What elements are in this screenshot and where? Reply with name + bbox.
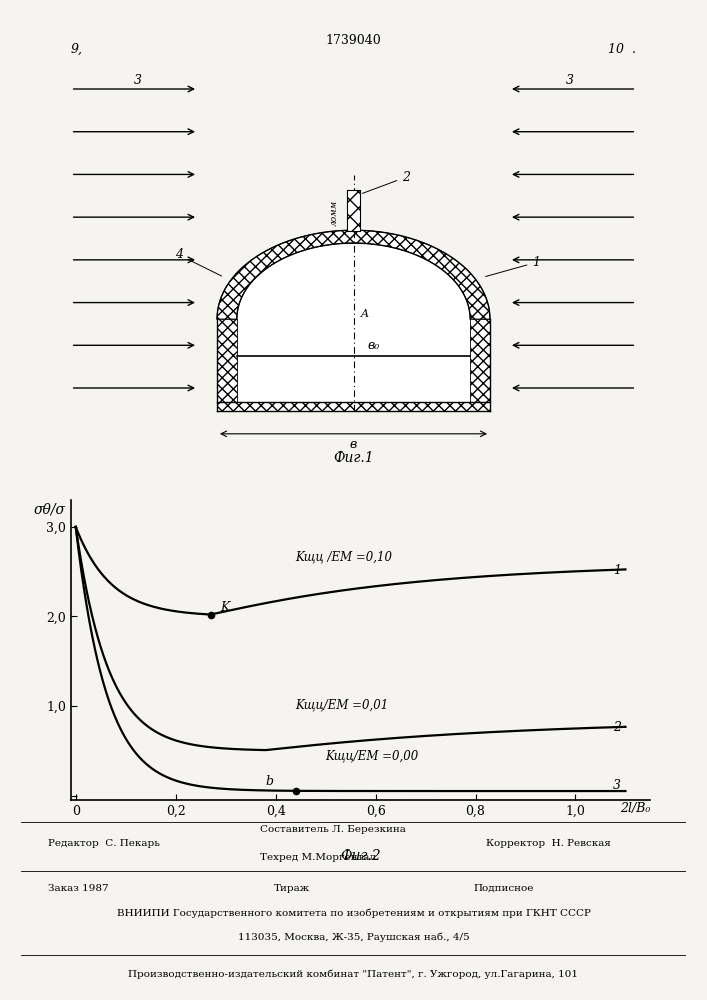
Text: Редактор  С. Пекарь: Редактор С. Пекарь bbox=[48, 838, 160, 848]
Text: 1739040: 1739040 bbox=[326, 34, 381, 47]
Text: 3: 3 bbox=[613, 779, 621, 792]
Polygon shape bbox=[237, 243, 470, 402]
Text: 4: 4 bbox=[175, 248, 221, 276]
Text: 2: 2 bbox=[363, 171, 410, 193]
Text: Техред М.Моргентал: Техред М.Моргентал bbox=[260, 852, 376, 861]
Text: b: b bbox=[266, 775, 274, 788]
Text: 2: 2 bbox=[613, 721, 621, 734]
Text: Корректор  Н. Ревская: Корректор Н. Ревская bbox=[486, 838, 612, 848]
Polygon shape bbox=[217, 230, 490, 319]
Text: σθ/σ: σθ/σ bbox=[33, 502, 65, 516]
Text: ВНИИПИ Государственного комитета по изобретениям и открытиям при ГКНТ СССР: ВНИИПИ Государственного комитета по изоб… bbox=[117, 908, 590, 918]
Text: K: K bbox=[221, 601, 230, 614]
Text: Подписное: Подписное bbox=[473, 884, 534, 893]
Text: Kщц/EМ =0,00: Kщц/EМ =0,00 bbox=[326, 750, 419, 763]
Text: Kщц /EМ =0,10: Kщц /EМ =0,10 bbox=[296, 551, 392, 564]
Text: ломм: ломм bbox=[330, 199, 339, 226]
Polygon shape bbox=[217, 319, 237, 402]
Text: 2l/B₀: 2l/B₀ bbox=[621, 802, 651, 815]
Text: Kщц/EМ =0,01: Kщц/EМ =0,01 bbox=[296, 699, 389, 712]
Text: A: A bbox=[361, 309, 368, 319]
Text: 1: 1 bbox=[613, 564, 621, 577]
Text: в₀: в₀ bbox=[368, 339, 380, 352]
Text: 1: 1 bbox=[486, 256, 540, 277]
Polygon shape bbox=[470, 319, 490, 402]
Text: Тираж: Тираж bbox=[274, 884, 310, 893]
Text: Фиг.2: Фиг.2 bbox=[340, 849, 381, 863]
Text: 9,: 9, bbox=[71, 43, 83, 56]
Text: в: в bbox=[350, 438, 357, 451]
Text: 3: 3 bbox=[566, 74, 573, 87]
Text: Производственно-издательский комбинат "Патент", г. Ужгород, ул.Гагарина, 101: Производственно-издательский комбинат "П… bbox=[129, 970, 578, 979]
Text: Заказ 1987: Заказ 1987 bbox=[48, 884, 108, 893]
Polygon shape bbox=[347, 190, 360, 231]
Text: 10  .: 10 . bbox=[608, 43, 636, 56]
Text: 113035, Москва, Ж-35, Раушская наб., 4/5: 113035, Москва, Ж-35, Раушская наб., 4/5 bbox=[238, 933, 469, 942]
Text: Составитель Л. Березкина: Составитель Л. Березкина bbox=[260, 824, 407, 834]
Polygon shape bbox=[217, 402, 490, 411]
Text: 3: 3 bbox=[134, 74, 142, 87]
Text: Фиг.1: Фиг.1 bbox=[333, 451, 374, 465]
